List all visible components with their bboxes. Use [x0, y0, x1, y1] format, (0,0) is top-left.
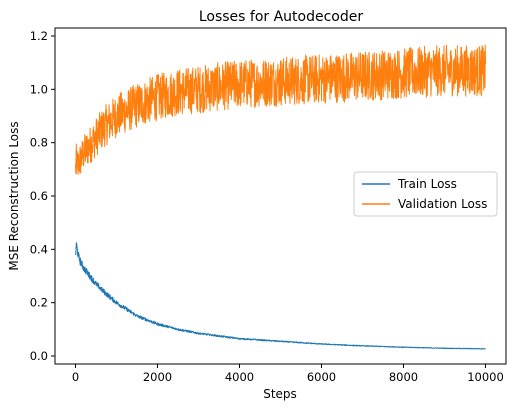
y-axis: 0.0 0.2 0.4 0.6 0.8 1.0 1.2: [30, 29, 55, 363]
y-tick-label: 0.4: [30, 242, 48, 256]
x-tick-label: 8000: [389, 370, 418, 384]
y-tick-label: 0.0: [30, 349, 48, 363]
x-tick-label: 0: [72, 370, 79, 384]
y-tick-label: 1.0: [30, 82, 48, 96]
series-line-validation-loss: [75, 44, 486, 175]
y-axis-label: MSE Reconstruction Loss: [7, 121, 21, 270]
y-tick-label: 0.8: [30, 136, 48, 150]
x-axis: 0 2000 4000 6000 8000 10000: [72, 364, 504, 384]
y-tick-label: 1.2: [30, 29, 48, 43]
x-axis-label: Steps: [263, 387, 297, 401]
plot-area: [75, 44, 486, 350]
y-tick-label: 0.6: [30, 189, 48, 203]
legend-box: [353, 171, 498, 217]
legend: Train Loss Validation Loss: [353, 171, 498, 217]
x-tick-label: 10000: [467, 370, 504, 384]
y-tick-label: 0.2: [30, 296, 48, 310]
x-tick-label: 4000: [225, 370, 254, 384]
legend-label-validation-loss: Validation Loss: [398, 197, 487, 211]
series-line-train-loss: [75, 242, 486, 350]
x-tick-label: 6000: [307, 370, 336, 384]
legend-label-train-loss: Train Loss: [397, 177, 457, 191]
x-tick-label: 2000: [143, 370, 172, 384]
chart-title: Losses for Autodecoder: [199, 9, 364, 25]
